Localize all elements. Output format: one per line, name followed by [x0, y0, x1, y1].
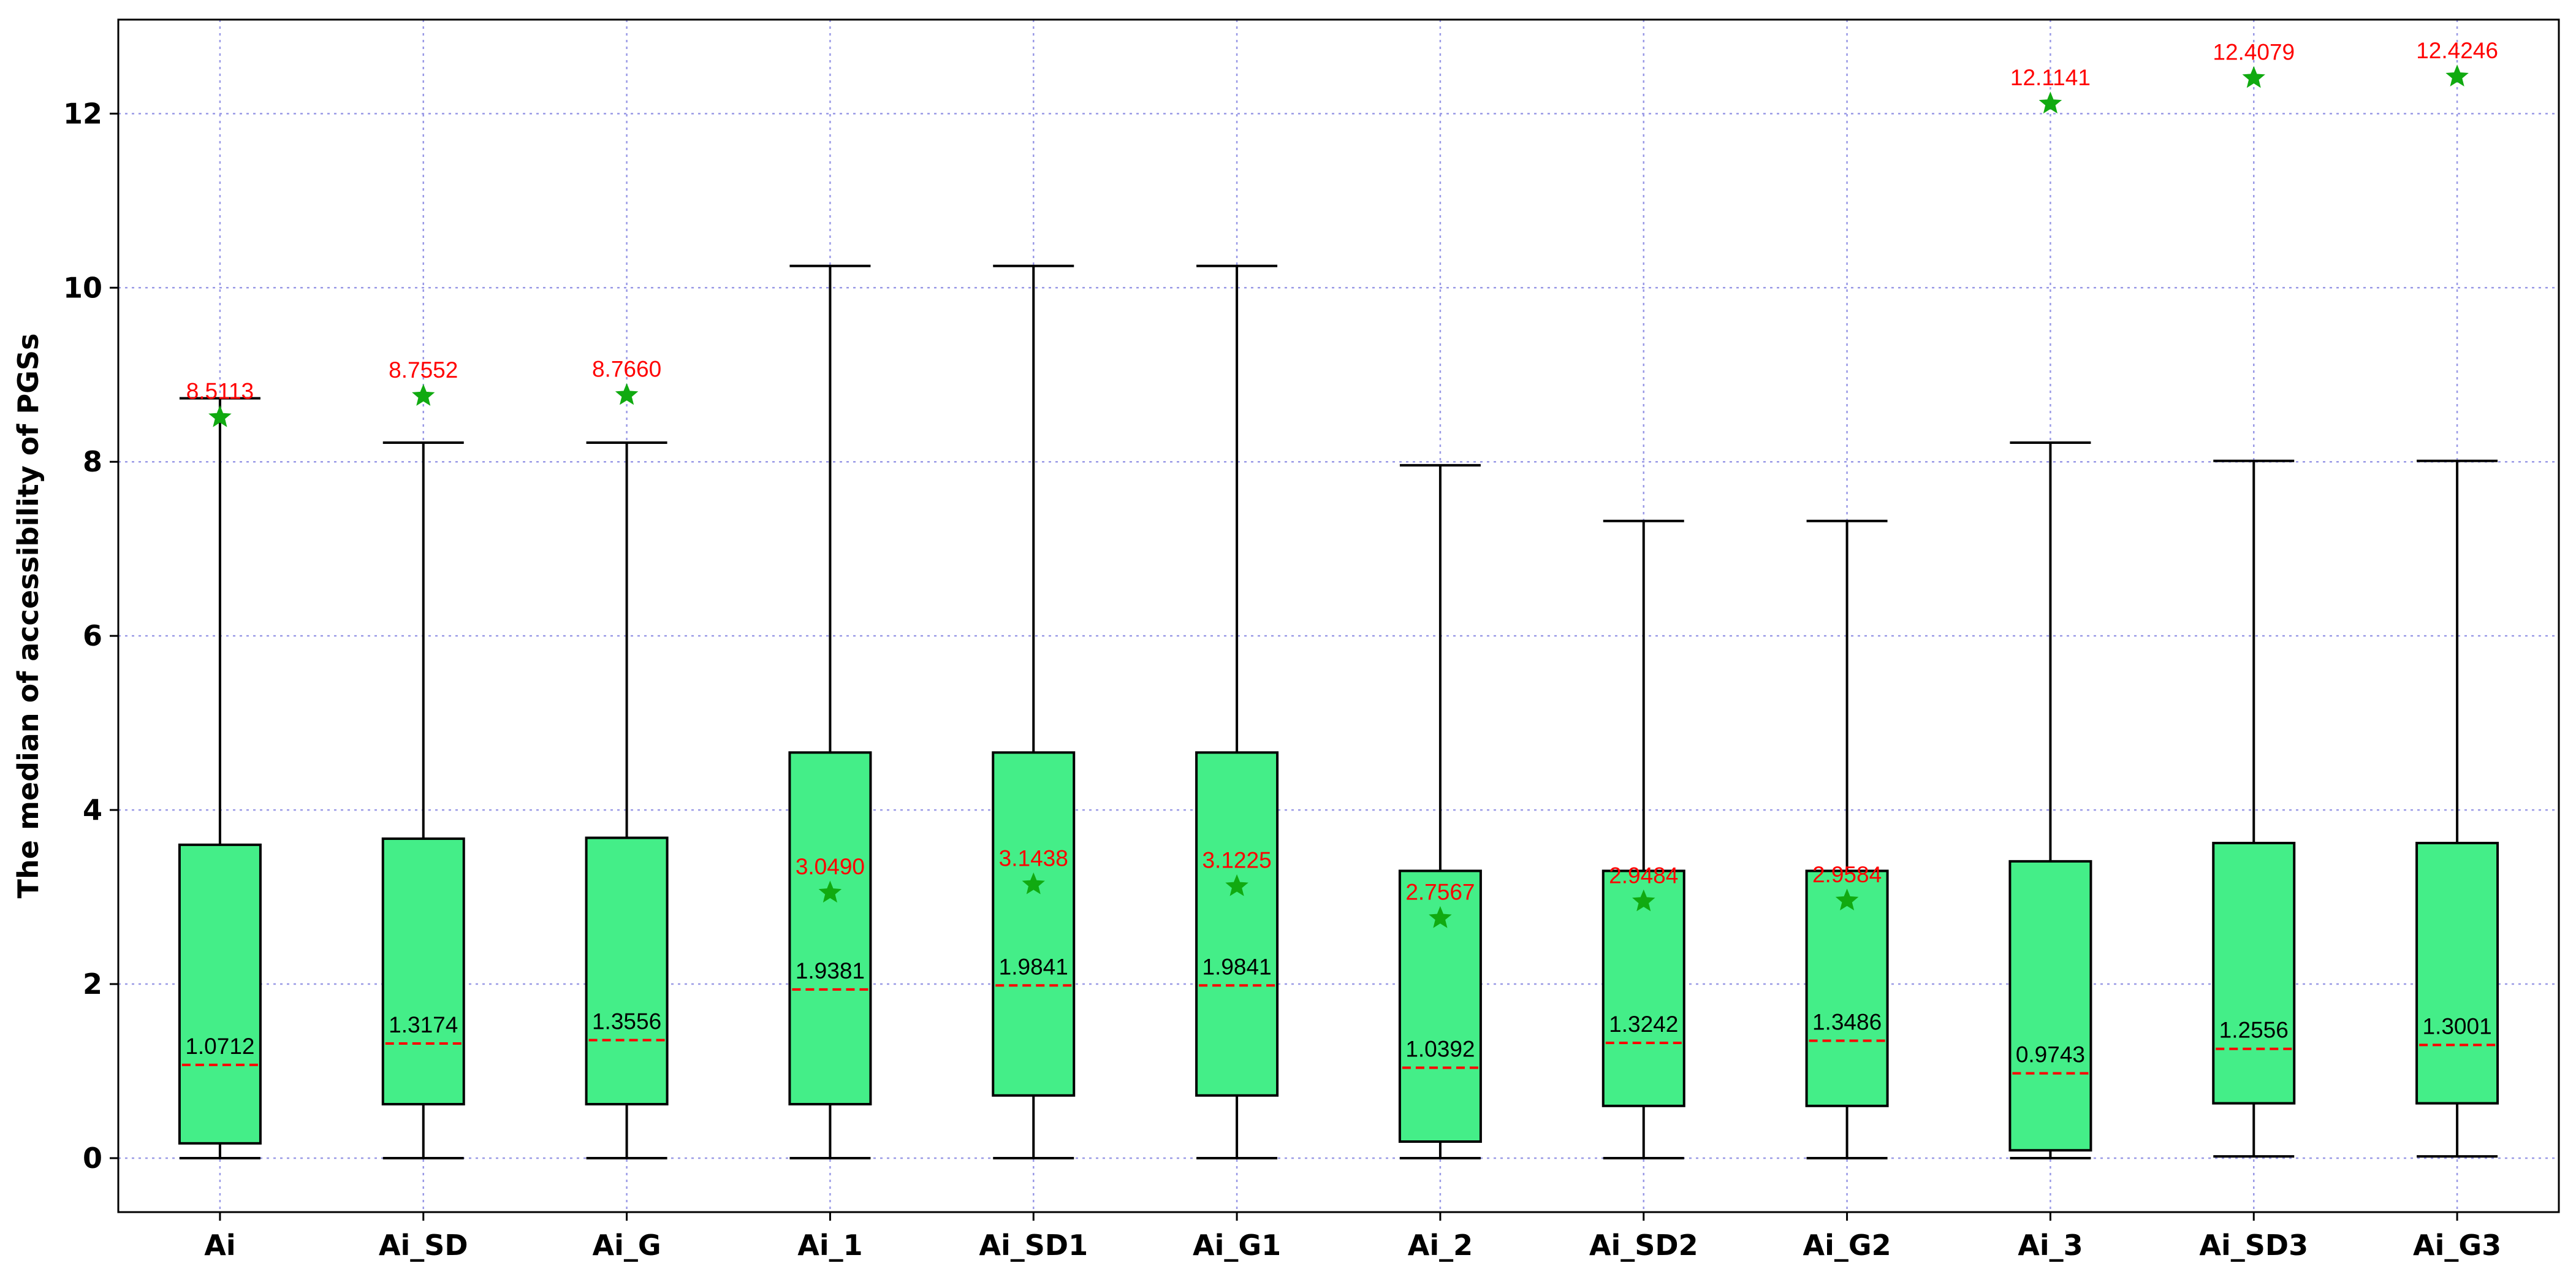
y-tick-label: 12 [63, 97, 102, 130]
median-value-label: 0.9743 [2016, 1042, 2085, 1067]
box-ai-sd [381, 384, 465, 1159]
median-value-label: 1.3242 [1609, 1012, 1678, 1037]
median-value-label: 1.9841 [1202, 954, 1271, 979]
box-ai-g [585, 383, 669, 1159]
box-ai-g2 [1805, 519, 1889, 1159]
x-tick-label: Ai_2 [1408, 1229, 1473, 1262]
median-value-label: 1.3001 [2422, 1013, 2491, 1039]
mean-marker [1429, 906, 1452, 928]
box-body [585, 836, 669, 1105]
x-axis-ticks: Ai Ai_SD Ai_G Ai_1 Ai_SD1 Ai_G1 Ai_2 Ai_SD2 Ai_G… [204, 1212, 2501, 1262]
box-series [178, 64, 2499, 1159]
mean-marker [615, 383, 639, 405]
x-tick-label: Ai_SD2 [1589, 1229, 1698, 1262]
box-body [178, 843, 262, 1145]
box-body [1805, 869, 1889, 1107]
mean-marker [1632, 889, 1655, 912]
plot-frame [117, 18, 2560, 1213]
y-tick-label: 10 [63, 271, 102, 304]
x-tick-label: Ai_G3 [2413, 1229, 2501, 1262]
box-ai-sd3 [2212, 66, 2296, 1158]
mean-value-label: 12.4079 [2213, 39, 2295, 64]
box-body [992, 751, 1076, 1097]
y-axis-ticks: 0 2 4 6 8 10 12 [63, 97, 118, 1175]
mean-marker [2445, 64, 2469, 86]
mean-value-label: 3.1438 [999, 846, 1068, 871]
mean-marker [818, 880, 842, 903]
box-ai-g1 [1195, 264, 1279, 1159]
mean-value-label: 3.0490 [796, 854, 865, 879]
box-ai-2 [1398, 464, 1482, 1159]
y-tick-label: 2 [83, 967, 102, 1001]
y-tick-label: 4 [83, 793, 102, 826]
mean-value-label: 8.7552 [389, 357, 458, 383]
median-value-label: 1.0712 [185, 1034, 254, 1059]
mean-value-label: 3.1225 [1202, 848, 1271, 873]
grid-lines [118, 20, 2559, 1212]
y-tick-label: 8 [83, 445, 102, 478]
box-ai [178, 397, 262, 1159]
box-body [2212, 842, 2296, 1105]
box-ai-3 [2008, 91, 2092, 1159]
x-tick-label: Ai_SD [379, 1229, 468, 1262]
x-tick-label: Ai_G1 [1193, 1229, 1281, 1262]
median-value-label: 1.3556 [592, 1009, 661, 1034]
mean-value-label: 8.5113 [186, 379, 254, 404]
data-labels: 1.0712 8.5113 1.3174 8.7552 1.3556 8.7660 1.93… [185, 38, 2498, 1067]
box-ai-sd1 [992, 264, 1076, 1159]
mean-value-label: 2.9484 [1609, 863, 1678, 888]
median-value-label: 1.9841 [999, 954, 1068, 979]
mean-marker [1022, 872, 1045, 895]
x-tick-label: Ai_G2 [1803, 1229, 1891, 1262]
box-body [1195, 751, 1279, 1097]
x-tick-label: Ai_SD3 [2199, 1229, 2308, 1262]
mean-value-label: 12.1141 [2010, 65, 2091, 90]
mean-value-label: 2.9584 [1812, 862, 1882, 887]
mean-value-label: 8.7660 [592, 356, 661, 381]
median-value-label: 1.3174 [389, 1012, 458, 1037]
mean-value-label: 12.4246 [2416, 38, 2498, 63]
mean-marker [412, 384, 435, 406]
mean-marker [1225, 874, 1248, 896]
mean-marker [2242, 66, 2265, 88]
y-tick-label: 6 [83, 619, 102, 652]
box-ai-sd2 [1601, 519, 1685, 1159]
median-value-label: 1.0392 [1405, 1036, 1475, 1061]
median-value-label: 1.3486 [1812, 1010, 1882, 1035]
median-value-label: 1.2556 [2219, 1018, 2289, 1043]
y-tick-label: 0 [83, 1142, 102, 1175]
median-value-label: 1.9381 [796, 958, 865, 983]
x-tick-label: Ai_1 [797, 1229, 862, 1262]
mean-marker [1835, 888, 1859, 910]
box-ai-1 [788, 264, 872, 1159]
y-axis-label: The median of accessibility of PGSs [12, 334, 45, 899]
box-body [788, 751, 872, 1105]
box-body [2008, 860, 2092, 1152]
box-body [1601, 869, 1685, 1107]
box-body [2415, 842, 2499, 1105]
box-ai-g3 [2415, 64, 2499, 1158]
mean-marker [2038, 91, 2062, 114]
mean-value-label: 2.7567 [1405, 880, 1475, 905]
x-tick-label: Ai_G [593, 1229, 661, 1262]
x-tick-label: Ai_SD1 [979, 1229, 1088, 1262]
mean-marker [208, 405, 232, 427]
x-tick-label: Ai [204, 1229, 235, 1262]
x-tick-label: Ai_3 [2018, 1229, 2083, 1262]
box-body [381, 837, 465, 1105]
